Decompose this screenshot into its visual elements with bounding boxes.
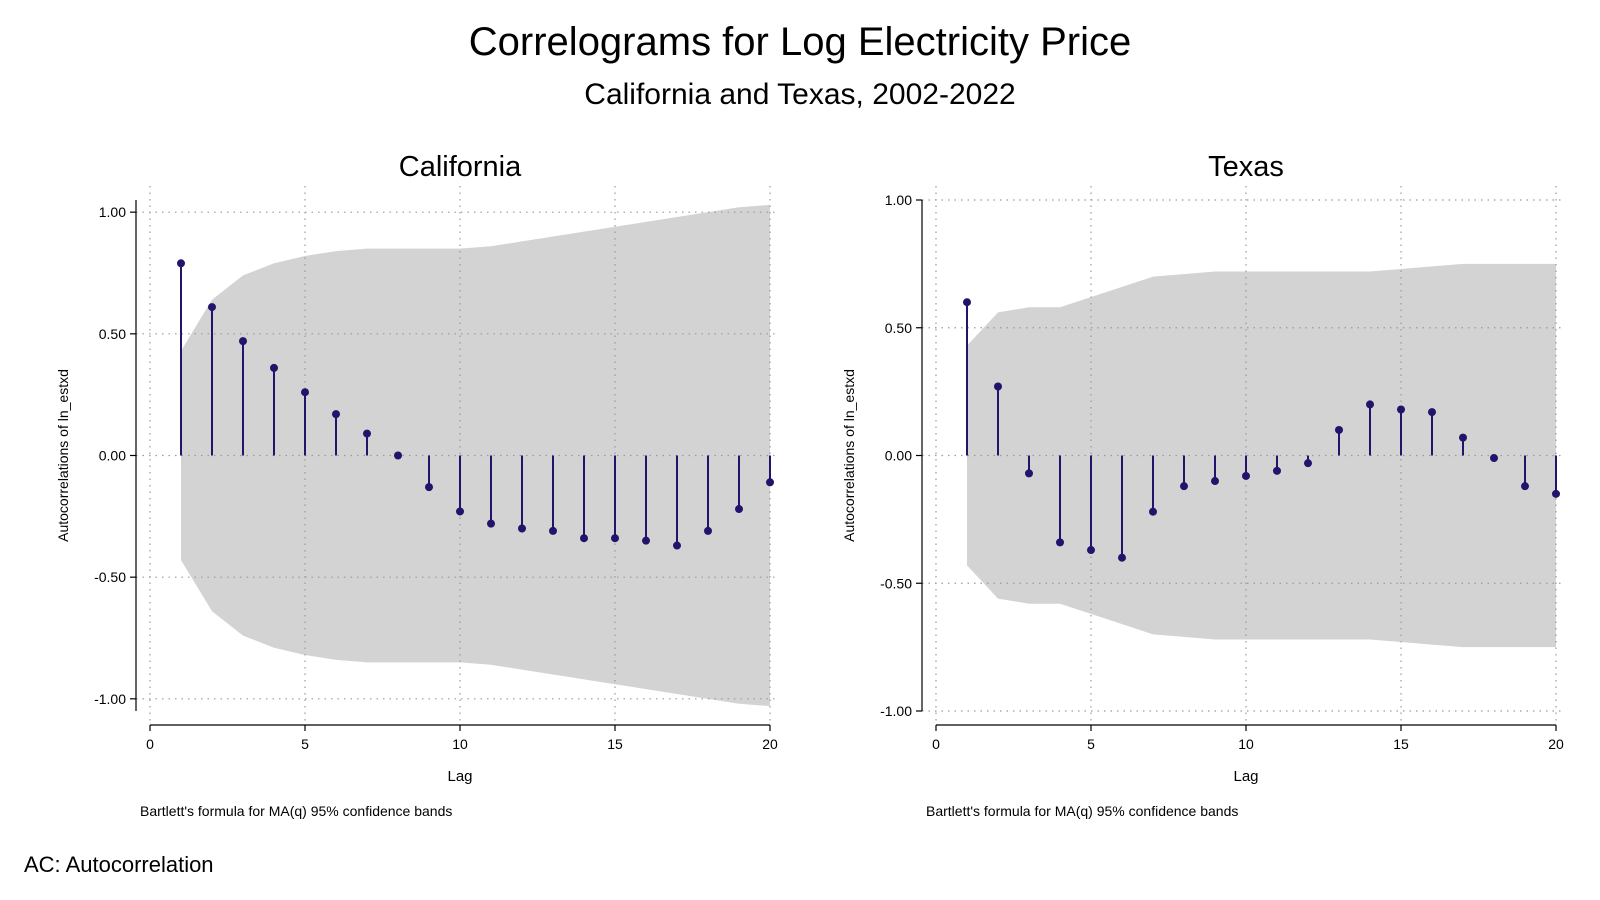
ac-point: [580, 534, 588, 543]
ac-point: [549, 526, 557, 535]
ac-point: [363, 429, 371, 438]
ac-point: [239, 337, 247, 346]
ac-point: [1459, 433, 1467, 442]
x-tick-label: 0: [932, 736, 940, 752]
ac-point: [1366, 400, 1374, 409]
ac-point: [1397, 405, 1405, 414]
ac-point: [1490, 454, 1498, 463]
y-tick-label: 0.00: [885, 448, 912, 464]
panel-title: Texas: [1208, 151, 1284, 183]
chart-subtitle: California and Texas, 2002-2022: [584, 78, 1016, 111]
y-tick-label: -1.00: [880, 703, 912, 719]
ac-point: [1056, 538, 1064, 547]
ac-point: [394, 451, 402, 460]
ac-point: [1273, 466, 1281, 475]
ac-point: [487, 519, 495, 528]
ac-point: [1025, 469, 1033, 478]
y-tick-label: -1.00: [94, 691, 126, 707]
x-tick-label: 15: [607, 736, 623, 752]
ac-point: [1211, 477, 1219, 486]
ac-point: [735, 505, 743, 514]
y-tick-label: -0.50: [880, 575, 912, 591]
x-tick-label: 0: [146, 736, 154, 752]
y-axis-label: Autocorrelations of ln_estxd: [841, 369, 857, 542]
panel-texas: Texas -1.00 -0.50 0.00 0.50 1.00 0 5 10 15 20 Lag Au…: [841, 151, 1564, 819]
panel-title: California: [399, 151, 522, 183]
ac-point: [518, 524, 526, 533]
x-tick-label: 15: [1393, 736, 1409, 752]
x-tick-label: 20: [1548, 736, 1564, 752]
x-tick-label: 10: [452, 736, 468, 752]
ac-point: [208, 303, 216, 312]
band-footnote: Bartlett's formula for MA(q) 95% confide…: [926, 803, 1238, 819]
footer-note: AC: Autocorrelation: [24, 852, 214, 877]
ac-point: [1304, 459, 1312, 468]
y-tick-label: 0.50: [99, 326, 126, 342]
ac-point: [1087, 546, 1095, 555]
ac-point: [963, 298, 971, 307]
y-axis-label: Autocorrelations of ln_estxd: [55, 369, 71, 542]
ac-point: [1149, 507, 1157, 516]
ac-point: [1118, 553, 1126, 562]
x-axis-label: Lag: [1233, 768, 1258, 785]
x-tick-label: 5: [301, 736, 309, 752]
ac-point: [1242, 471, 1250, 480]
ac-point: [1180, 482, 1188, 491]
ac-point: [332, 410, 340, 419]
panel-california: California -1.00 -0.50 0.00 0.50 1.00 0 5 10 15 20…: [55, 151, 778, 819]
y-tick-label: 1.00: [885, 192, 912, 208]
y-tick-label: 1.00: [99, 204, 126, 220]
ac-point: [704, 526, 712, 535]
ac-point: [425, 483, 433, 492]
y-tick-label: 0.50: [885, 320, 912, 336]
ac-point: [673, 541, 681, 550]
x-tick-label: 5: [1087, 736, 1095, 752]
x-tick-label: 10: [1238, 736, 1254, 752]
chart-main-title: Correlograms for Log Electricity Price: [468, 20, 1132, 64]
ac-point: [611, 534, 619, 543]
ac-point: [177, 259, 185, 268]
x-axis-label: Lag: [447, 768, 472, 785]
y-tick-label: -0.50: [94, 569, 126, 585]
ac-point: [1428, 408, 1436, 417]
x-tick-label: 20: [762, 736, 778, 752]
ac-point: [642, 536, 650, 545]
ac-point: [270, 363, 278, 372]
ac-point: [766, 478, 774, 487]
ac-point: [301, 388, 309, 397]
band-footnote: Bartlett's formula for MA(q) 95% confide…: [140, 803, 452, 819]
y-tick-label: 0.00: [99, 448, 126, 464]
ac-point: [1521, 482, 1529, 491]
ac-point: [456, 507, 464, 516]
ac-point: [994, 382, 1002, 391]
ac-point: [1552, 489, 1560, 498]
ac-point: [1335, 425, 1343, 434]
